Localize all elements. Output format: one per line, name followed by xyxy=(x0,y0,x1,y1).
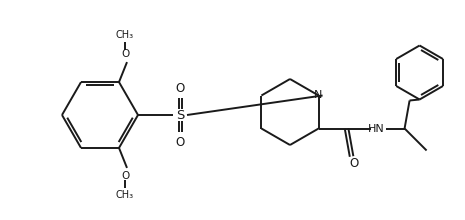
Text: O: O xyxy=(175,136,185,149)
Text: HN: HN xyxy=(368,123,385,134)
Text: N: N xyxy=(313,90,322,99)
Text: O: O xyxy=(121,171,129,181)
Text: O: O xyxy=(175,81,185,95)
Text: O: O xyxy=(349,157,358,170)
Text: S: S xyxy=(176,108,184,121)
Text: CH₃: CH₃ xyxy=(116,30,134,40)
Text: O: O xyxy=(121,49,129,59)
Text: CH₃: CH₃ xyxy=(116,190,134,200)
